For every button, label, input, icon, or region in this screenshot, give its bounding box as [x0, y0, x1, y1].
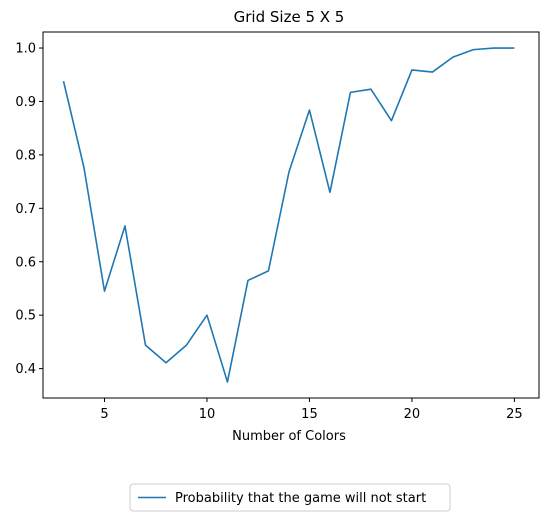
legend-label: Probability that the game will not start	[175, 491, 426, 506]
axes-frame	[42, 31, 540, 399]
y-tick-label: 0.8	[15, 148, 36, 163]
y-tick-label: 0.4	[15, 362, 36, 377]
plot-area: 5 10 15 20 25 0.4 0.5 0.6 0.7 0.8 0.9 1.0	[15, 31, 540, 422]
y-axis: 0.4 0.5 0.6 0.7 0.8 0.9 1.0	[15, 42, 43, 377]
x-tick-label: 10	[199, 407, 216, 422]
chart-title: Grid Size 5 X 5	[234, 8, 345, 26]
x-tick-label: 15	[301, 407, 318, 422]
x-axis: 5 10 15 20 25	[100, 398, 523, 422]
y-tick-label: 0.5	[15, 309, 36, 324]
x-tick-label: 20	[404, 407, 421, 422]
y-tick-label: 1.0	[15, 42, 36, 57]
y-tick-label: 0.6	[15, 255, 36, 270]
legend: Probability that the game will not start	[129, 483, 451, 512]
x-tick-label: 25	[506, 407, 523, 422]
x-axis-label: Number of Colors	[232, 429, 346, 444]
legend-box	[129, 483, 451, 512]
series-line	[62, 47, 515, 383]
x-tick-label: 5	[100, 407, 108, 422]
y-tick-label: 0.7	[15, 202, 36, 217]
y-tick-label: 0.9	[15, 95, 36, 110]
